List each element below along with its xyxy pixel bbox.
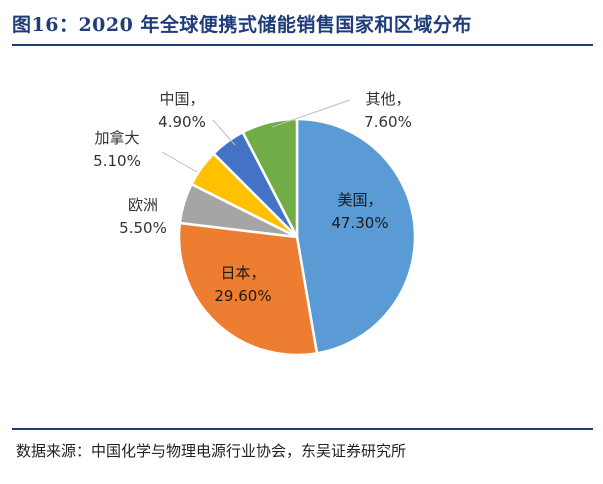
slice-label: 加拿大 [94, 129, 139, 147]
slice-value-label: 4.90% [158, 113, 206, 131]
pie-slice [241, 117, 299, 239]
leader-line [161, 151, 198, 173]
leader-line [271, 99, 351, 128]
chart-title: 图16：2020 年全球便携式储能销售国家和区域分布 [12, 14, 472, 36]
slice-label: 中国， [159, 90, 204, 108]
pie-slice [177, 221, 319, 357]
slice-label: 美国， [337, 191, 382, 209]
pie-slice [295, 117, 417, 355]
leader-line [212, 119, 236, 146]
slice-label: 其他， [365, 90, 410, 108]
slice-label: 日本， [220, 264, 265, 282]
slice-label: 欧洲 [128, 196, 158, 214]
slice-value-label: 5.10% [93, 152, 141, 170]
slice-value-label: 47.30% [331, 214, 388, 232]
source-note: 数据来源：中国化学与物理电源行业协会，东吴证券研究所 [16, 442, 407, 460]
slice-value-label: 29.60% [214, 287, 271, 305]
slice-value-label: 5.50% [119, 219, 167, 237]
title-rule [12, 44, 593, 46]
slice-value-label: 7.60% [364, 113, 412, 131]
source-rule [12, 428, 593, 430]
